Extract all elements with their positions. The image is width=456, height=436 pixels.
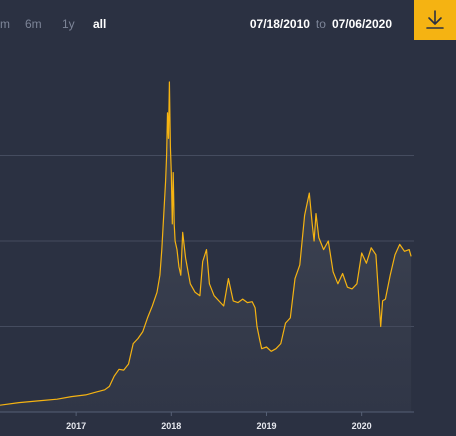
- x-tick-label-2018: 2018: [161, 421, 181, 431]
- price-area: [0, 82, 412, 412]
- end-date[interactable]: 07/06/2020: [331, 17, 392, 31]
- x-tick-label-2017: 2017: [66, 421, 86, 431]
- download-button[interactable]: [414, 0, 456, 40]
- x-axis-ticks: 2017 2018 2019 2020: [66, 412, 372, 431]
- range-tab-1m[interactable]: m: [0, 17, 10, 31]
- start-date[interactable]: 07/18/2010: [249, 17, 310, 31]
- download-icon: [426, 10, 444, 29]
- x-tick-label-2020: 2020: [352, 421, 372, 431]
- date-range: 07/18/2010 to 07/06/2020: [250, 16, 392, 32]
- price-line: [0, 81, 412, 406]
- x-tick-label-2019: 2019: [256, 421, 276, 431]
- date-range-separator: to: [315, 17, 326, 31]
- range-tab-1y[interactable]: 1y: [62, 17, 75, 31]
- top-bar: m 6m 1y all 07/18/2010 to 07/06/2020: [0, 0, 456, 46]
- range-tab-6m[interactable]: 6m: [25, 17, 42, 31]
- range-tab-all[interactable]: all: [93, 17, 107, 31]
